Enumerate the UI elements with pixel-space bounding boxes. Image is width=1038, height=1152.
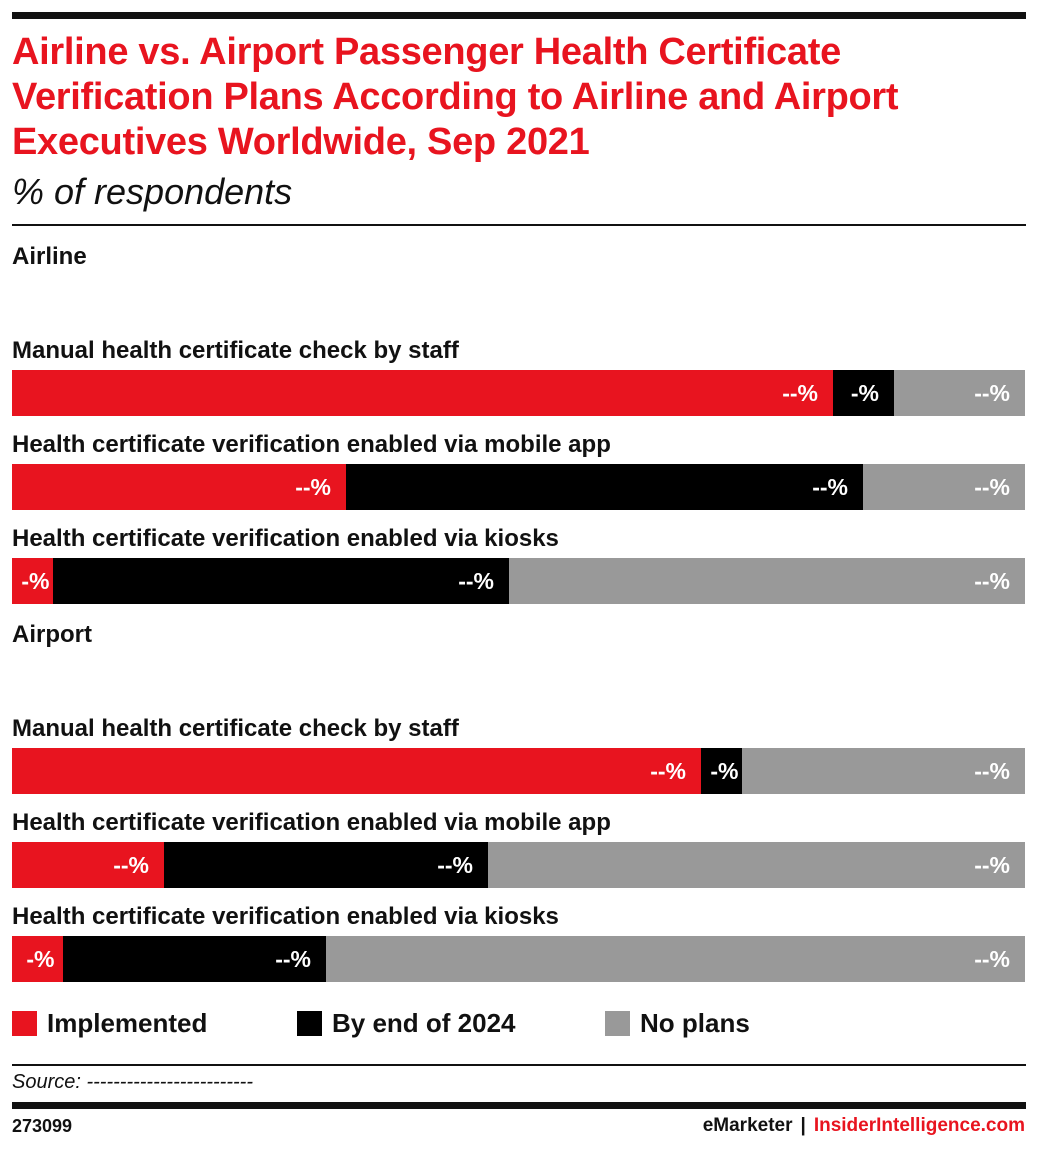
bar-segment-no-plans bbox=[863, 464, 1025, 510]
legend-label-no-plans: No plans bbox=[640, 1008, 750, 1038]
brand-insider-link[interactable]: InsiderIntelligence.com bbox=[813, 1115, 1025, 1136]
bar-segment-implemented bbox=[12, 748, 701, 794]
bar-segment-implemented bbox=[12, 370, 833, 416]
legend-swatch-no-plans bbox=[605, 1011, 630, 1036]
bar-segment-by-end-2024 bbox=[63, 936, 326, 982]
bar-segment-by-end-2024 bbox=[346, 464, 863, 510]
bar-segment-no-plans bbox=[326, 936, 1025, 982]
row-label: Manual health certificate check by staff bbox=[12, 337, 459, 364]
data-label-no-plans: --% bbox=[974, 568, 1010, 594]
legend-swatch-by-end-2024 bbox=[297, 1011, 322, 1036]
bar-row: --% -% --% bbox=[12, 370, 1025, 416]
data-label-no-plans: --% bbox=[974, 380, 1010, 406]
bar-segment-implemented bbox=[12, 936, 63, 982]
top-rule bbox=[12, 12, 1026, 19]
brand-separator: | bbox=[800, 1115, 806, 1136]
chart-subtitle: % of respondents bbox=[12, 171, 293, 212]
brand-emarketer[interactable]: eMarketer bbox=[702, 1115, 793, 1136]
bar-segment-implemented bbox=[12, 558, 53, 604]
chart-id: 273099 bbox=[12, 1116, 73, 1136]
data-label-by-end-2024: -% bbox=[850, 380, 879, 406]
bar-row: --% -% --% bbox=[12, 748, 1025, 794]
bar-segment-no-plans bbox=[742, 748, 1025, 794]
legend-label-implemented: Implemented bbox=[47, 1008, 208, 1038]
group-label-airport: Airport bbox=[12, 621, 92, 648]
data-label-no-plans: --% bbox=[974, 852, 1010, 878]
source-rule bbox=[12, 1064, 1026, 1066]
legend-label-by-end-2024: By end of 2024 bbox=[332, 1008, 516, 1038]
source-note: Source: ------------------------- bbox=[12, 1071, 253, 1093]
data-label-no-plans: --% bbox=[974, 758, 1010, 784]
bar-row: -% --% --% bbox=[12, 558, 1025, 604]
bar-segment-no-plans bbox=[488, 842, 1025, 888]
bar-segment-by-end-2024 bbox=[164, 842, 488, 888]
footer-rule bbox=[12, 1102, 1026, 1109]
data-label-by-end-2024: --% bbox=[458, 568, 494, 594]
row-label: Health certificate verification enabled … bbox=[12, 809, 611, 836]
row-label: Health certificate verification enabled … bbox=[12, 431, 611, 458]
data-label-implemented: --% bbox=[113, 852, 149, 878]
subtitle-rule bbox=[12, 224, 1026, 226]
bar-segment-no-plans bbox=[894, 370, 1025, 416]
bar-segment-by-end-2024 bbox=[701, 748, 742, 794]
data-label-by-end-2024: --% bbox=[437, 852, 473, 878]
data-label-by-end-2024: --% bbox=[275, 946, 311, 972]
legend-swatch-implemented bbox=[12, 1011, 37, 1036]
data-label-implemented: -% bbox=[21, 568, 50, 594]
chart-title: Airline vs. Airport Passenger Health Cer… bbox=[12, 31, 899, 163]
data-label-by-end-2024: --% bbox=[812, 474, 848, 500]
bar-segment-implemented bbox=[12, 464, 346, 510]
bar-row: --% --% --% bbox=[12, 842, 1025, 888]
data-label-no-plans: --% bbox=[974, 474, 1010, 500]
bar-row: --% --% --% bbox=[12, 464, 1025, 510]
bar-segment-by-end-2024 bbox=[833, 370, 894, 416]
data-label-no-plans: --% bbox=[974, 946, 1010, 972]
group-label-airline: Airline bbox=[12, 243, 87, 270]
data-label-implemented: -% bbox=[26, 946, 55, 972]
bar-segment-by-end-2024 bbox=[53, 558, 509, 604]
data-label-by-end-2024: -% bbox=[710, 758, 739, 784]
row-label: Health certificate verification enabled … bbox=[12, 903, 559, 930]
bar-segment-implemented bbox=[12, 842, 164, 888]
bar-row: -% --% --% bbox=[12, 936, 1025, 982]
data-label-implemented: --% bbox=[650, 758, 686, 784]
brand-footer: eMarketer | InsiderIntelligence.com bbox=[703, 1115, 1025, 1137]
row-label: Health certificate verification enabled … bbox=[12, 525, 559, 552]
row-label: Manual health certificate check by staff bbox=[12, 715, 459, 742]
data-label-implemented: --% bbox=[782, 380, 818, 406]
bar-segment-no-plans bbox=[509, 558, 1025, 604]
data-label-implemented: --% bbox=[295, 474, 331, 500]
